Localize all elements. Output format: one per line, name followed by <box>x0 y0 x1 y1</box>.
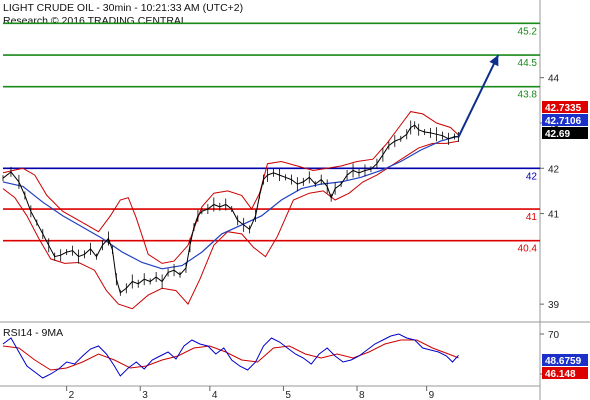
level-label-1: 44.5 <box>518 58 538 69</box>
band-upper-line <box>2 111 459 264</box>
level-label-2: 43.8 <box>518 90 538 101</box>
level-label-3: 42 <box>526 171 538 182</box>
research-credit: Research © 2016 TRADING CENTRAL <box>3 15 187 27</box>
y-tick-label-2: 42 <box>548 164 560 175</box>
badge-bg-1 <box>542 114 588 126</box>
y-tick-label-3: 41 <box>548 210 560 221</box>
x-tick-label-0: 2 <box>69 390 75 400</box>
x-tick-label-2: 4 <box>212 390 218 400</box>
rsi-badge-label-0: 48.6759 <box>545 356 582 367</box>
badge-bg-0 <box>542 101 588 113</box>
rsi-line <box>2 333 459 379</box>
x-axis-ticks: 2 3 4 5 8 9 <box>66 386 435 400</box>
price-line <box>2 124 459 294</box>
projection-arrow-line <box>457 54 500 138</box>
badge-label-0: 42.7335 <box>545 103 582 114</box>
rsi-ma-line <box>2 339 459 371</box>
projection-arrow-head <box>489 55 499 67</box>
projection <box>457 54 500 138</box>
x-tick-label-5: 9 <box>429 390 435 400</box>
badge-bg-2 <box>542 127 588 139</box>
moving-average <box>2 135 459 270</box>
support-resistance-levels: 45.2 44.5 43.8 42 41 40.4 <box>3 22 540 255</box>
y-tick-label-4: 39 <box>548 300 560 311</box>
level-label-4: 41 <box>526 212 538 223</box>
x-tick-label-4: 8 <box>359 390 365 400</box>
y-tick-label-0: 44 <box>548 74 560 85</box>
x-tick-label-3: 5 <box>285 390 291 400</box>
ma-line <box>2 135 459 270</box>
badge-label-1: 42.7106 <box>545 116 582 127</box>
rsi-title: RSI14 - 9MA <box>3 327 63 339</box>
x-tick-label-1: 3 <box>142 390 148 400</box>
bollinger-bands <box>2 111 459 310</box>
rsi-badge-bg-1 <box>542 367 588 379</box>
chart-title: LIGHT CRUDE OIL - 30min - 10:21:33 AM (U… <box>3 2 243 14</box>
level-label-0: 45.2 <box>518 26 538 37</box>
rsi-badge-label-1: 46.148 <box>545 369 576 380</box>
level-label-5: 40.4 <box>518 244 538 255</box>
price-series <box>2 120 459 296</box>
price-badges: 42.7335 42.7106 42.69 <box>542 101 588 140</box>
rsi-badge-bg-0 <box>542 354 588 366</box>
rsi-y-tick-label-0: 70 <box>548 330 560 341</box>
badge-label-2: 42.69 <box>545 129 570 140</box>
